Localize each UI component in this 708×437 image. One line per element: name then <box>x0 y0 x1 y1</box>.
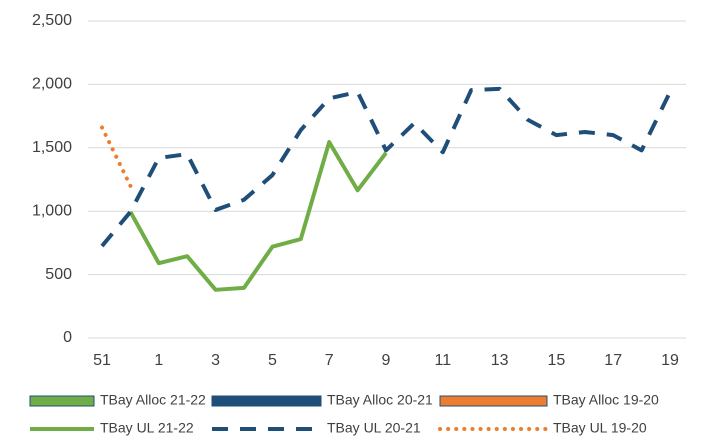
x-tick-label: 11 <box>434 352 451 369</box>
legend-label: TBay Alloc 19-20 <box>553 392 659 408</box>
legend-swatch <box>211 395 322 407</box>
x-tick-label: 7 <box>325 352 334 369</box>
legend-label: TBay Alloc 20-21 <box>327 392 433 408</box>
x-tick-label: 9 <box>382 352 391 369</box>
x-tick-label: 15 <box>548 352 566 369</box>
legend-swatch <box>439 395 548 407</box>
x-tick-label: 3 <box>211 352 220 369</box>
legend-label: TBay UL 19-20 <box>553 420 647 436</box>
legend-label: TBay UL 20-21 <box>327 420 421 436</box>
legend-swatch <box>29 395 95 407</box>
y-tick-label: 2,500 <box>32 12 72 29</box>
series-line <box>100 125 133 188</box>
x-tick-label: 19 <box>661 352 679 369</box>
legend-label: TBay Alloc 21-22 <box>100 392 206 408</box>
x-tick-label: 1 <box>154 352 163 369</box>
y-tick-label: 500 <box>45 266 72 283</box>
series-line <box>128 140 388 292</box>
x-tick-label: 51 <box>93 352 111 369</box>
y-tick-label: 1,000 <box>32 202 72 219</box>
y-tick-label: 0 <box>63 329 72 346</box>
x-tick-label: 5 <box>268 352 277 369</box>
x-tick-label: 13 <box>491 352 509 369</box>
legend-label: TBay UL 21-22 <box>100 420 194 436</box>
x-tick-label: 17 <box>604 352 622 369</box>
y-tick-label: 1,500 <box>32 139 72 156</box>
series-line <box>100 86 672 248</box>
y-tick-label: 2,000 <box>32 76 72 93</box>
